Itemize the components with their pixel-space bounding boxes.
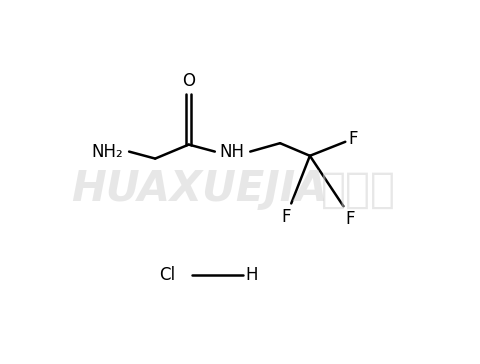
Text: F: F: [281, 207, 290, 226]
Text: HUAXUEJIA: HUAXUEJIA: [71, 169, 327, 210]
Text: 化学加: 化学加: [321, 169, 395, 210]
Text: F: F: [347, 130, 357, 148]
Text: F: F: [345, 210, 354, 229]
Text: H: H: [245, 266, 258, 284]
Text: O: O: [182, 72, 195, 90]
Text: Cl: Cl: [159, 266, 175, 284]
Text: NH: NH: [219, 143, 244, 161]
Text: NH₂: NH₂: [91, 143, 122, 161]
